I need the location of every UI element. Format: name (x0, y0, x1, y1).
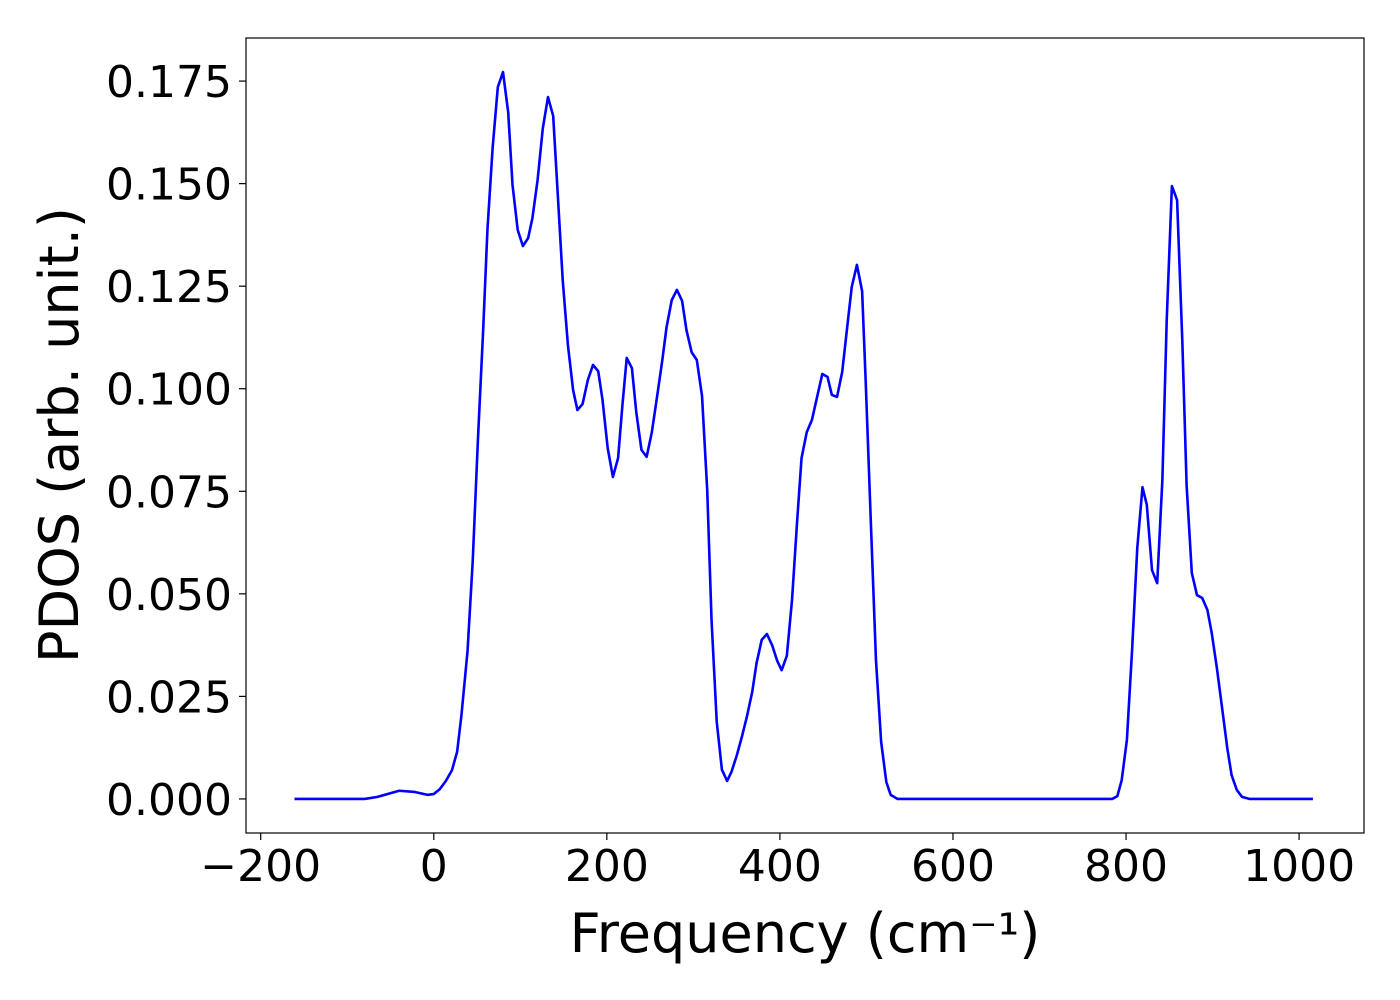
y-tick-label: 0.000 (106, 775, 232, 826)
x-tick-label: 400 (738, 841, 822, 892)
x-tick-label: 1000 (1243, 841, 1355, 892)
x-tick-label: 0 (420, 841, 448, 892)
y-tick-label: 0.100 (106, 365, 232, 416)
x-tick-label: 800 (1084, 841, 1168, 892)
y-tick-label: 0.125 (106, 262, 232, 313)
y-tick-label: 0.050 (106, 570, 232, 621)
x-tick-label: −200 (200, 841, 321, 892)
y-tick-label: 0.150 (106, 160, 232, 211)
x-axis-label: Frequency (cm⁻¹) (570, 902, 1041, 965)
pdos-line (294, 70, 1313, 801)
plot-frame (245, 37, 1365, 834)
x-tick-label: 200 (565, 841, 649, 892)
y-tick-label: 0.075 (106, 467, 232, 518)
y-axis-label: PDOS (arb. unit.) (28, 207, 91, 663)
y-tick-label: 0.025 (106, 672, 232, 723)
x-tick-label: 600 (911, 841, 995, 892)
y-tick-label: 0.175 (106, 57, 232, 108)
